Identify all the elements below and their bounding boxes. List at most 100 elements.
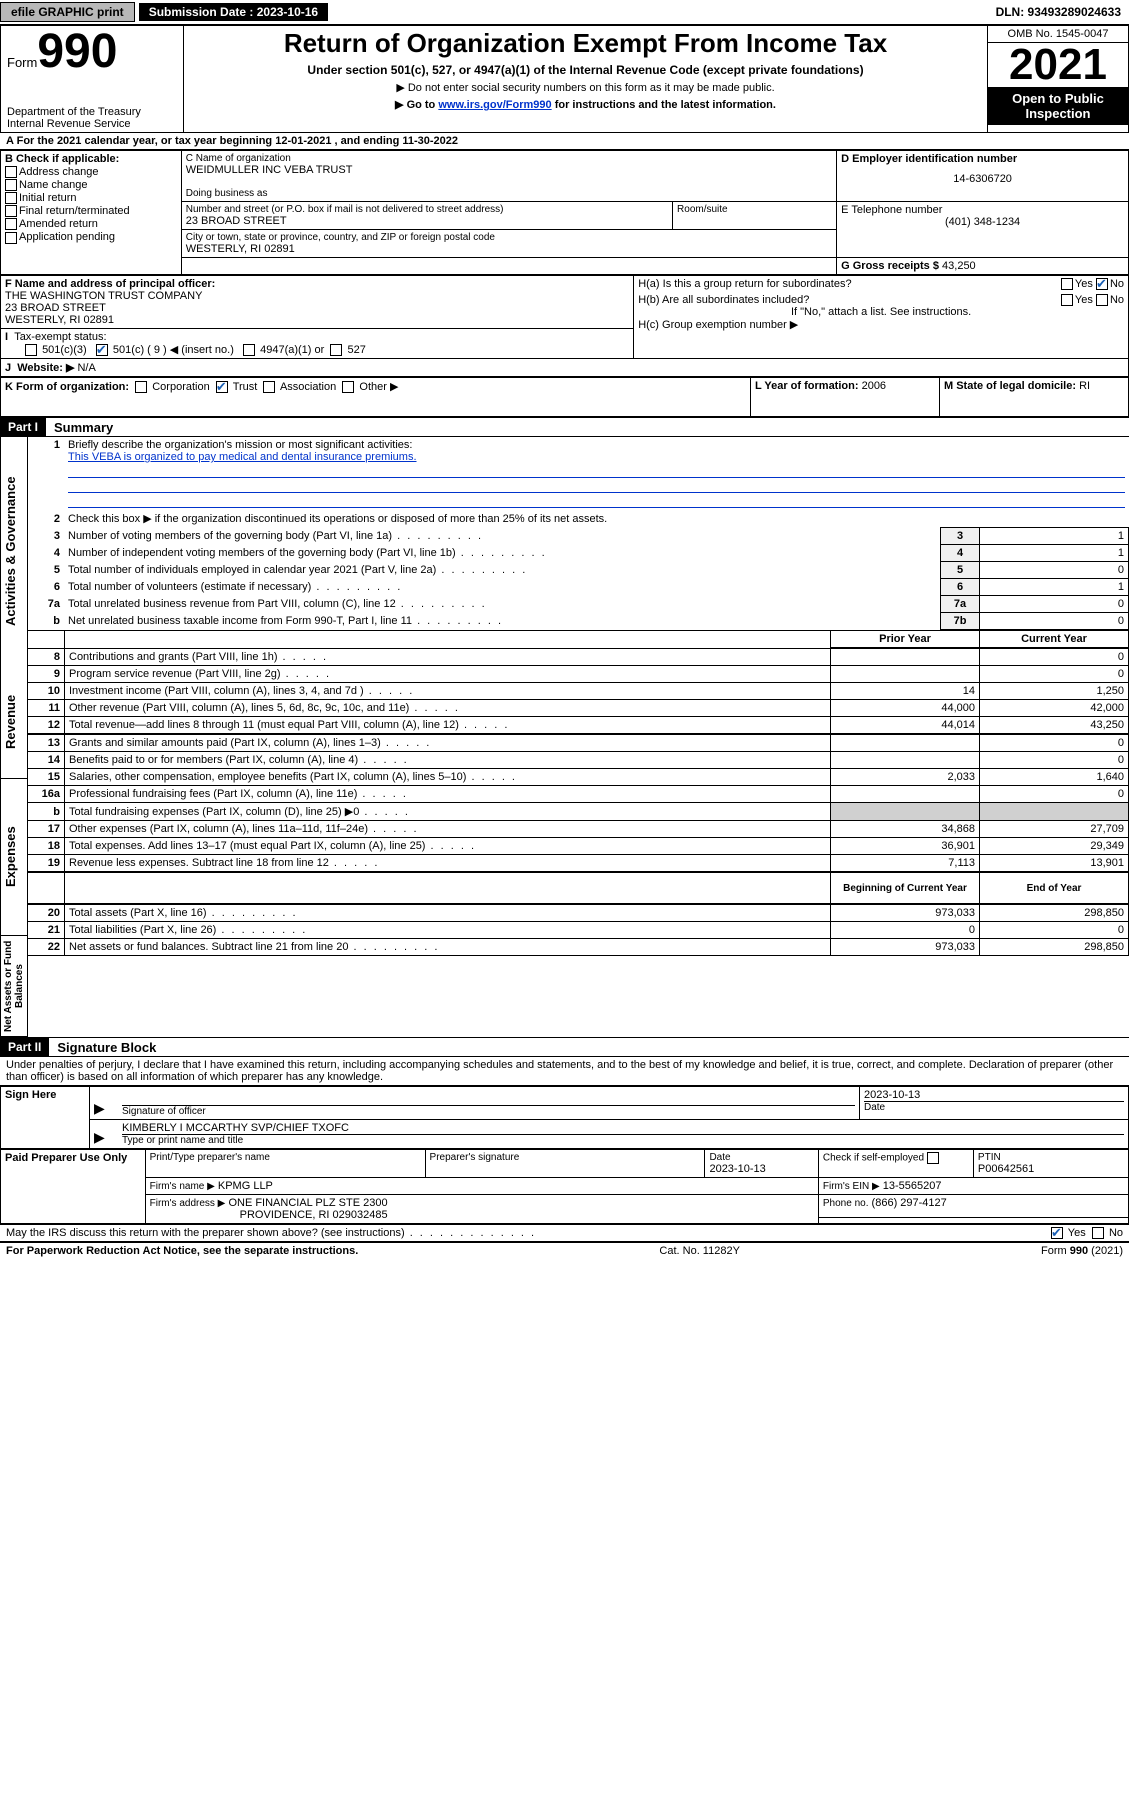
netassets-row: 22 Net assets or fund balances. Subtract… [28, 939, 1129, 956]
l-value: 2006 [862, 380, 886, 392]
revenue-row: 9 Program service revenue (Part VIII, li… [28, 666, 1129, 683]
expense-row: 15 Salaries, other compensation, employe… [28, 769, 1129, 786]
cb-501c[interactable]: 501(c) ( 9 ) ◀ (insert no.) [96, 344, 234, 356]
firm-ein-label: Firm's EIN ▶ [823, 1181, 880, 1192]
cb-name-change[interactable]: Name change [5, 179, 177, 191]
prep-sig-label: Preparer's signature [430, 1152, 701, 1163]
cb-label: Final return/terminated [19, 205, 130, 217]
officer-group-block: F Name and address of principal officer:… [0, 275, 1129, 377]
firm-name-value: KPMG LLP [218, 1180, 273, 1192]
form-subtitle-3: ▶ Go to www.irs.gov/Form990 for instruct… [190, 98, 981, 111]
submission-date-label: Submission Date : 2023-10-16 [139, 3, 328, 21]
prior-current-header: Prior Year Current Year [28, 630, 1129, 648]
declaration-text: Under penalties of perjury, I declare th… [0, 1057, 1129, 1086]
cb-amended-return[interactable]: Amended return [5, 218, 177, 230]
cb-label: Application pending [19, 231, 115, 243]
vert-expenses: Expenses [0, 779, 27, 936]
summary-row: 5 Total number of individuals employed i… [28, 562, 1129, 579]
hb-note: If "No," attach a list. See instructions… [638, 306, 1124, 318]
firm-phone-value: (866) 297-4127 [872, 1197, 947, 1209]
footer: For Paperwork Reduction Act Notice, see … [0, 1242, 1129, 1259]
mission-line [68, 463, 1125, 478]
org-name-label: C Name of organization [186, 153, 832, 164]
city-value: WESTERLY, RI 02891 [186, 243, 832, 255]
cb-label: Address change [19, 166, 99, 178]
summary-top: 1 Briefly describe the organization's mi… [28, 437, 1129, 527]
eoy-header: End of Year [980, 873, 1129, 904]
expense-row: 18 Total expenses. Add lines 13–17 (must… [28, 838, 1129, 855]
other-label: Other ▶ [359, 381, 398, 393]
tax-year-line: A For the 2021 calendar year, or tax yea… [0, 133, 1129, 150]
form-number-block: Form990 [7, 28, 177, 76]
hb-answer[interactable]: Yes No [1061, 294, 1124, 306]
firm-ein-value: 13-5565207 [883, 1180, 942, 1192]
part1-header-row: Part I Summary [0, 417, 1129, 437]
arrow-icon: ▶ [94, 1100, 105, 1116]
line1-label: Briefly describe the organization's miss… [68, 439, 1125, 451]
revenue-rows: 8 Contributions and grants (Part VIII, l… [28, 648, 1129, 734]
signature-table: Sign Here ▶ Signature of officer 2023-10… [0, 1086, 1129, 1149]
cb-label: Amended return [19, 218, 98, 230]
org-info-block: B Check if applicable: Address change Na… [0, 150, 1129, 275]
irs-link[interactable]: www.irs.gov/Form990 [438, 99, 551, 111]
expense-row: 14 Benefits paid to or for members (Part… [28, 752, 1129, 769]
efile-button[interactable]: efile GRAPHIC print [0, 2, 135, 22]
501c-label: 501(c) ( 9 ) ◀ (insert no.) [113, 344, 234, 356]
netassets-header: Beginning of Current Year End of Year [28, 872, 1129, 904]
assoc-label: Association [280, 381, 336, 393]
cb-trust[interactable]: Trust [216, 381, 258, 393]
form-number: 990 [37, 25, 117, 78]
cb-application-pending[interactable]: Application pending [5, 231, 177, 243]
revenue-row: 12 Total revenue—add lines 8 through 11 … [28, 717, 1129, 734]
corp-label: Corporation [152, 381, 209, 393]
k-label: K Form of organization: [5, 381, 129, 393]
city-label: City or town, state or province, country… [186, 232, 832, 243]
cb-corporation[interactable]: Corporation [135, 381, 210, 393]
l-label: L Year of formation: [755, 380, 859, 392]
form-org-row: K Form of organization: Corporation Trus… [0, 377, 1129, 417]
phone-label: E Telephone number [841, 204, 1124, 216]
may-irs-answer[interactable]: Yes No [1051, 1227, 1123, 1239]
prior-year-header: Prior Year [831, 631, 980, 648]
cb-address-change[interactable]: Address change [5, 166, 177, 178]
cb-initial-return[interactable]: Initial return [5, 192, 177, 204]
date-label: Date [709, 1152, 813, 1163]
cb-association[interactable]: Association [263, 381, 336, 393]
footer-right: Form 990 (2021) [1041, 1245, 1123, 1257]
expense-row: 16a Professional fundraising fees (Part … [28, 786, 1129, 803]
cb-501c3[interactable]: 501(c)(3) [25, 344, 87, 356]
expense-row: 19 Revenue less expenses. Subtract line … [28, 855, 1129, 872]
officer-name-value: KIMBERLY I MCCARTHY SVP/CHIEF TXOFC [122, 1122, 1124, 1134]
cb-4947[interactable]: 4947(a)(1) or [243, 344, 324, 356]
footer-center: Cat. No. 11282Y [659, 1245, 740, 1257]
prep-date-value: 2023-10-13 [709, 1163, 813, 1175]
no-label: No [1110, 278, 1124, 290]
ha-answer[interactable]: Yes No [1061, 278, 1124, 290]
street-value: 23 BROAD STREET [186, 215, 668, 227]
prep-name-label: Print/Type preparer's name [150, 1152, 421, 1163]
mission-line [68, 478, 1125, 493]
vert-activities: Activities & Governance [0, 437, 27, 665]
netassets-row: 20 Total assets (Part X, line 16) 973,03… [28, 905, 1129, 922]
no-label: No [1109, 1227, 1123, 1239]
trust-label: Trust [233, 381, 258, 393]
may-irs-row: May the IRS discuss this return with the… [0, 1224, 1129, 1242]
cb-527[interactable]: 527 [330, 344, 365, 356]
summary-row: 7a Total unrelated business revenue from… [28, 596, 1129, 613]
cb-final-return[interactable]: Final return/terminated [5, 205, 177, 217]
tax-year: 2021 [988, 43, 1128, 87]
part1-badge: Part I [0, 418, 46, 436]
cb-other[interactable]: Other ▶ [342, 381, 398, 393]
revenue-row: 10 Investment income (Part VIII, column … [28, 683, 1129, 700]
m-label: M State of legal domicile: [944, 380, 1076, 392]
vert-netassets: Net Assets or Fund Balances [0, 936, 27, 1037]
gross-receipts-label: G Gross receipts $ [841, 260, 939, 272]
ptin-value: P00642561 [978, 1163, 1124, 1175]
goto-post: for instructions and the latest informat… [552, 99, 776, 111]
4947-label: 4947(a)(1) or [260, 344, 324, 356]
cb-label: Name change [19, 179, 88, 191]
self-employed-check[interactable]: Check if self-employed [823, 1152, 969, 1164]
department-label: Department of the Treasury Internal Reve… [7, 106, 177, 130]
sig-officer-label: Signature of officer [122, 1105, 855, 1117]
submission-date-value: 2023-10-16 [257, 5, 318, 19]
